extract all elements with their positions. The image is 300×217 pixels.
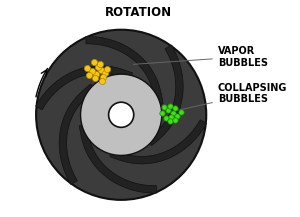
Polygon shape bbox=[110, 120, 207, 164]
Point bbox=[102, 71, 107, 75]
Point bbox=[100, 75, 105, 79]
Circle shape bbox=[36, 30, 206, 200]
Point bbox=[92, 60, 97, 63]
Point bbox=[167, 104, 172, 108]
Point bbox=[169, 115, 174, 118]
Polygon shape bbox=[79, 124, 156, 193]
Point bbox=[104, 68, 109, 71]
Point bbox=[179, 110, 184, 114]
Text: VAPOR
BUBBLES: VAPOR BUBBLES bbox=[134, 46, 268, 67]
Circle shape bbox=[109, 102, 134, 127]
Point bbox=[159, 111, 164, 115]
Point bbox=[175, 114, 180, 117]
Circle shape bbox=[81, 74, 162, 155]
Point bbox=[161, 105, 166, 109]
Point bbox=[90, 69, 94, 73]
Text: COLLAPSING
BUBBLES: COLLAPSING BUBBLES bbox=[178, 83, 287, 110]
Point bbox=[98, 69, 103, 72]
Point bbox=[163, 116, 168, 119]
Point bbox=[93, 76, 98, 80]
Polygon shape bbox=[147, 45, 183, 146]
Point bbox=[87, 73, 92, 77]
Point bbox=[96, 66, 100, 69]
Point bbox=[173, 106, 178, 110]
Polygon shape bbox=[59, 84, 95, 184]
Point bbox=[167, 119, 172, 122]
Point bbox=[171, 111, 176, 115]
Point bbox=[165, 108, 170, 112]
Point bbox=[98, 62, 102, 65]
Point bbox=[85, 67, 90, 70]
Polygon shape bbox=[86, 36, 163, 105]
Point bbox=[99, 79, 104, 83]
Text: ROTATION: ROTATION bbox=[105, 6, 172, 19]
Point bbox=[94, 72, 98, 76]
Point bbox=[173, 118, 178, 121]
Polygon shape bbox=[36, 66, 133, 110]
